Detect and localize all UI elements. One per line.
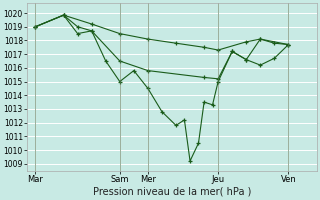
X-axis label: Pression niveau de la mer( hPa ): Pression niveau de la mer( hPa ) <box>92 187 251 197</box>
